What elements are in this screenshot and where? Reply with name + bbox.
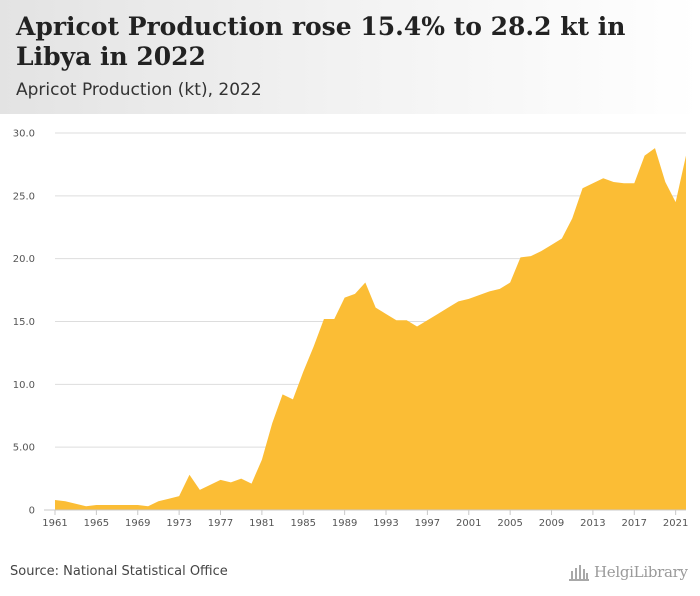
y-axis-ticks: 0 5.00 10.0 15.0 20.0 25.0 30.0	[13, 129, 35, 517]
area-series	[54, 148, 687, 510]
page-title: Apricot Production rose 15.4% to 28.2 kt…	[16, 12, 626, 71]
y-tick-label: 25.0	[13, 191, 35, 202]
x-tick-label: 1985	[291, 518, 316, 529]
logo-text: HelgiLibrary	[594, 563, 688, 581]
area-fill	[55, 148, 686, 510]
header-band: Apricot Production rose 15.4% to 28.2 kt…	[0, 0, 700, 114]
x-tick-label: 2005	[497, 518, 522, 529]
chart-subtitle: Apricot Production (kt), 2022	[16, 80, 262, 100]
y-tick-label: 15.0	[13, 317, 35, 328]
x-tick-label: 1969	[125, 518, 150, 529]
x-tick-label: 2001	[456, 518, 481, 529]
y-tick-label: 5.00	[13, 443, 35, 454]
x-tick-label: 2009	[539, 518, 564, 529]
x-tick-label: 2021	[663, 518, 688, 529]
x-tick-label: 1977	[208, 518, 233, 529]
x-tick-label: 1997	[415, 518, 440, 529]
source-note: Source: National Statistical Office	[10, 564, 228, 579]
x-tick-label: 1965	[84, 518, 109, 529]
x-axis-ticks: 1961 1965 1969 1973 1977 1981 1985 1989 1993 1997…	[42, 518, 688, 529]
y-tick-label: 0	[29, 506, 35, 517]
x-tick-label: 1981	[249, 518, 274, 529]
y-tick-label: 30.0	[13, 129, 35, 140]
library-building-icon	[569, 565, 589, 581]
x-tick-label: 2017	[622, 518, 647, 529]
helgi-library-logo: HelgiLibrary	[568, 560, 688, 584]
x-tick-label: 1993	[373, 518, 398, 529]
x-tick-label: 1961	[42, 518, 67, 529]
y-tick-label: 10.0	[13, 380, 35, 391]
x-tick-label: 2013	[580, 518, 605, 529]
y-tick-label: 20.0	[13, 254, 35, 265]
x-tick-label: 1973	[166, 518, 191, 529]
x-tick-label: 1989	[332, 518, 357, 529]
axes	[44, 509, 686, 515]
